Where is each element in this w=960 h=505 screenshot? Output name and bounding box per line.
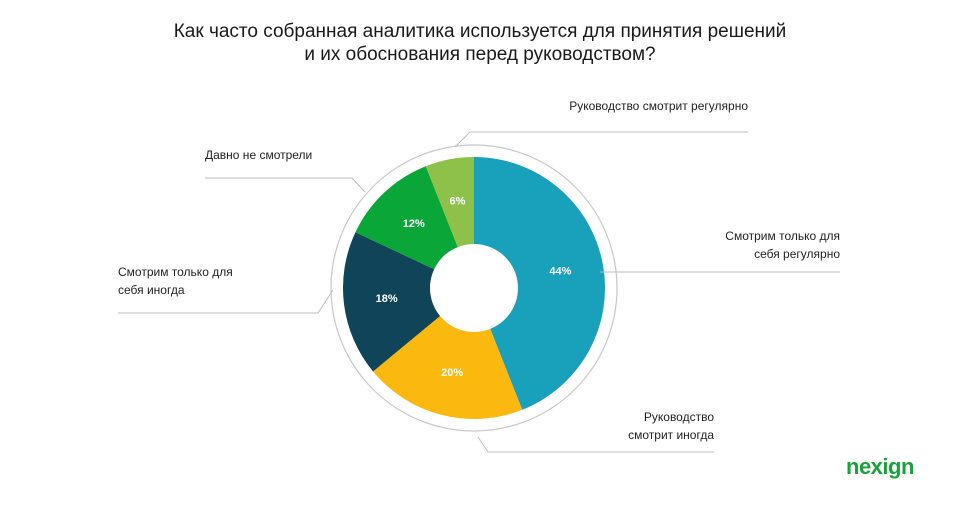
category-label: Руководство смотрит регулярно [569,99,748,113]
value-label: 6% [450,195,466,207]
leader-line [454,131,748,148]
brand-logo: nexign [846,454,914,479]
value-label: 44% [549,265,571,277]
donut-slice [425,157,474,248]
value-label: 12% [403,218,425,230]
outer-ring [330,144,618,432]
category-label: Смотрим только для себя иногда [118,265,233,297]
donut-slice [343,232,441,372]
donut-slice [355,166,458,270]
leader-line [477,436,714,453]
category-label: Руководство смотрит иногда [628,410,714,442]
value-label: 18% [376,293,398,305]
donut-slice [474,157,606,410]
value-label: 20% [441,367,463,379]
chart-title: Как часто собранная аналитика использует… [173,21,787,65]
leader-line [205,177,366,193]
category-label: Давно не смотрели [205,148,313,162]
category-label: Смотрим только для себя регулярно [725,229,840,261]
leader-line [118,289,334,314]
donut-slice [373,316,523,420]
